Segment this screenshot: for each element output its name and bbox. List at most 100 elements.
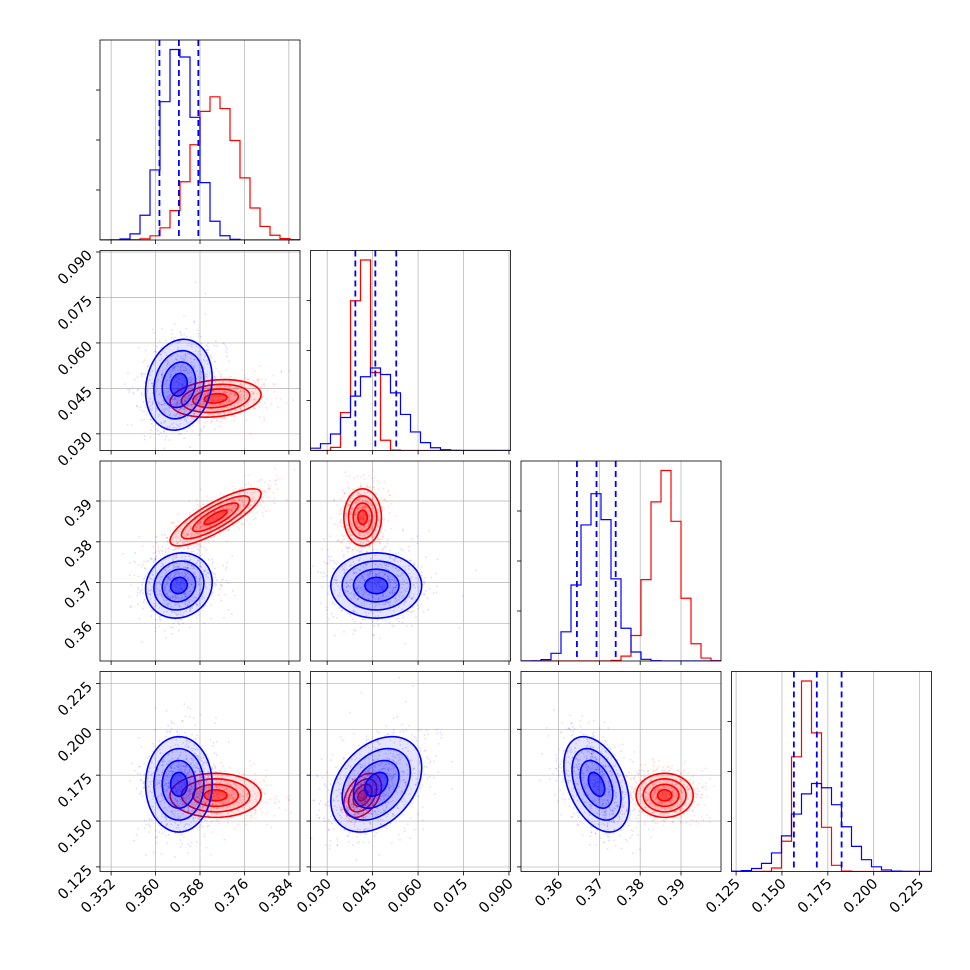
sample-point (213, 428, 216, 431)
sample-point (218, 520, 221, 523)
sample-point (349, 582, 351, 584)
sample-point (213, 418, 216, 420)
sample-point (180, 525, 182, 528)
sample-point (363, 579, 366, 582)
sample-point (321, 548, 324, 550)
sample-point (330, 517, 333, 520)
sample-point (173, 521, 176, 524)
sample-point (202, 524, 204, 527)
sample-point (218, 370, 220, 373)
sample-point (238, 488, 241, 490)
sample-point (417, 604, 419, 607)
sample-point (199, 520, 202, 523)
sample-point (199, 336, 202, 338)
sample-point (217, 409, 219, 412)
sample-point (189, 626, 191, 629)
sample-point (335, 617, 338, 619)
sample-point (363, 524, 366, 527)
sample-point (237, 804, 239, 807)
sample-point (367, 521, 370, 524)
sample-point (162, 795, 164, 798)
sample-point (265, 769, 268, 771)
sample-point (213, 404, 215, 407)
sample-point (169, 375, 172, 378)
sample-point (202, 402, 205, 404)
sample-point (254, 381, 256, 384)
sample-point (193, 533, 195, 535)
sample-point (166, 391, 168, 394)
sample-point (193, 397, 196, 400)
sample-point (381, 532, 384, 535)
sample-point (389, 557, 392, 559)
sample-point (122, 553, 124, 555)
sample-point (280, 397, 282, 400)
sample-point (239, 395, 242, 398)
sample-point (383, 518, 386, 521)
sample-point (247, 482, 250, 485)
sample-point (372, 508, 375, 510)
sample-point (383, 498, 385, 501)
sample-point (183, 380, 186, 383)
sample-point (149, 400, 151, 403)
contour-red (169, 487, 262, 547)
sample-point (250, 765, 252, 767)
sample-point (177, 512, 180, 515)
sample-point (323, 538, 325, 541)
sample-point (199, 516, 201, 519)
sample-point (359, 526, 362, 529)
sample-point (179, 388, 182, 391)
sample-point (162, 563, 165, 566)
sample-point (197, 332, 200, 335)
sample-point (372, 546, 375, 548)
sample-point (192, 366, 195, 369)
sample-point (391, 592, 394, 595)
panel-frame (310, 460, 511, 662)
sample-point (325, 574, 328, 577)
sample-point (205, 391, 208, 394)
sample-point (147, 590, 150, 592)
sample-point (349, 585, 352, 588)
sample-point (139, 406, 142, 409)
sample-point (175, 358, 178, 361)
sample-point (177, 566, 180, 568)
sample-point (151, 558, 154, 561)
sample-point (394, 596, 397, 599)
sample-point (398, 564, 400, 567)
sample-point (205, 516, 208, 519)
sample-point (221, 512, 224, 515)
sample-point (150, 382, 153, 385)
sample-point (176, 565, 179, 568)
sample-point (339, 509, 342, 512)
sample-point (164, 438, 167, 441)
sample-point (191, 387, 193, 389)
sample-point (176, 788, 179, 790)
sample-point (216, 515, 218, 518)
sample-point (218, 515, 221, 518)
sample-point (198, 394, 201, 397)
sample-point (166, 593, 169, 596)
sample-point (308, 600, 310, 602)
sample-point (252, 492, 255, 495)
sample-point (168, 561, 171, 564)
sample-point (322, 575, 325, 578)
sample-point (227, 529, 230, 532)
sample-point (406, 581, 409, 584)
sample-point (348, 487, 350, 490)
sample-point (179, 590, 181, 593)
sample-point (155, 593, 158, 596)
sample-point (171, 586, 174, 588)
sample-point (366, 509, 369, 512)
sample-point (390, 502, 393, 505)
sample-point (174, 566, 177, 569)
sample-point (234, 594, 236, 597)
sample-point (188, 381, 191, 384)
sample-point (141, 581, 144, 584)
sample-point (254, 370, 257, 373)
sample-point (257, 792, 259, 795)
sample-point (158, 401, 161, 404)
sample-point (259, 781, 261, 784)
sample-point (196, 790, 199, 793)
sample-point (371, 562, 374, 564)
sample-point (388, 578, 391, 581)
sample-point (200, 381, 203, 383)
